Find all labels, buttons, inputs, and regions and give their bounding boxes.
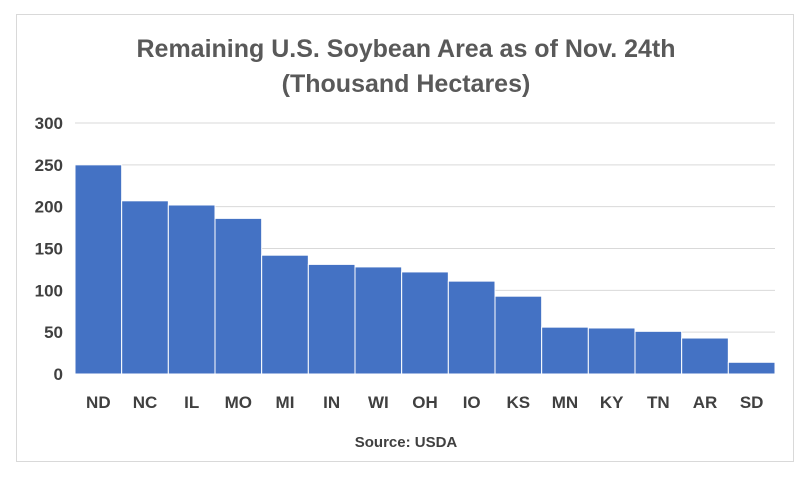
y-tick-label: 300 [35, 114, 63, 133]
y-tick-label: 150 [35, 240, 63, 259]
x-tick-label: IN [323, 393, 340, 412]
bar-ks [494, 295, 543, 375]
y-tick-label: 50 [44, 323, 63, 342]
bar-in [307, 263, 356, 375]
x-tick-label: ND [86, 393, 111, 412]
chart-container: Remaining U.S. Soybean Area as of Nov. 2… [16, 14, 794, 462]
bar-sd [727, 361, 776, 375]
bar-io [447, 280, 496, 375]
x-tick-label: OH [412, 393, 438, 412]
y-axis-ticks: 0 50 100 150 200 250 300 [35, 114, 63, 384]
x-tick-label: MO [225, 393, 252, 412]
bar-ar [681, 337, 729, 375]
y-tick-label: 200 [35, 198, 63, 217]
x-tick-label: TN [647, 393, 670, 412]
bar-nd [74, 164, 123, 375]
bar-il [167, 204, 216, 375]
bar-mi [261, 254, 309, 375]
x-tick-label: MN [552, 393, 578, 412]
x-tick-label: KS [507, 393, 531, 412]
chart-subtitle: (Thousand Hectares) [282, 70, 531, 98]
x-tick-label: IO [463, 393, 481, 412]
x-tick-label: WI [368, 393, 389, 412]
bar-mo [214, 217, 263, 375]
bar-ky [587, 327, 636, 375]
y-tick-label: 100 [35, 281, 63, 300]
y-tick-label: 0 [54, 365, 63, 384]
bar-oh [401, 271, 449, 375]
bars [74, 164, 776, 375]
x-tick-label: MI [276, 393, 295, 412]
chart-svg: Remaining U.S. Soybean Area as of Nov. 2… [35, 35, 776, 451]
bar-wi [354, 266, 403, 375]
bar-mn [541, 326, 589, 375]
x-tick-label: IL [184, 393, 199, 412]
x-axis-label: Source: USDA [355, 434, 458, 451]
x-tick-label: SD [740, 393, 764, 412]
x-axis-ticks: ND NC IL MO MI IN WI OH IO KS MN KY TN AR SD [86, 393, 763, 412]
y-tick-label: 250 [35, 156, 63, 175]
x-tick-label: KY [600, 393, 624, 412]
bar-tn [634, 330, 683, 375]
x-tick-label: NC [133, 393, 158, 412]
x-tick-label: AR [693, 393, 718, 412]
chart-title: Remaining U.S. Soybean Area as of Nov. 2… [136, 35, 675, 63]
bar-nc [121, 200, 169, 375]
